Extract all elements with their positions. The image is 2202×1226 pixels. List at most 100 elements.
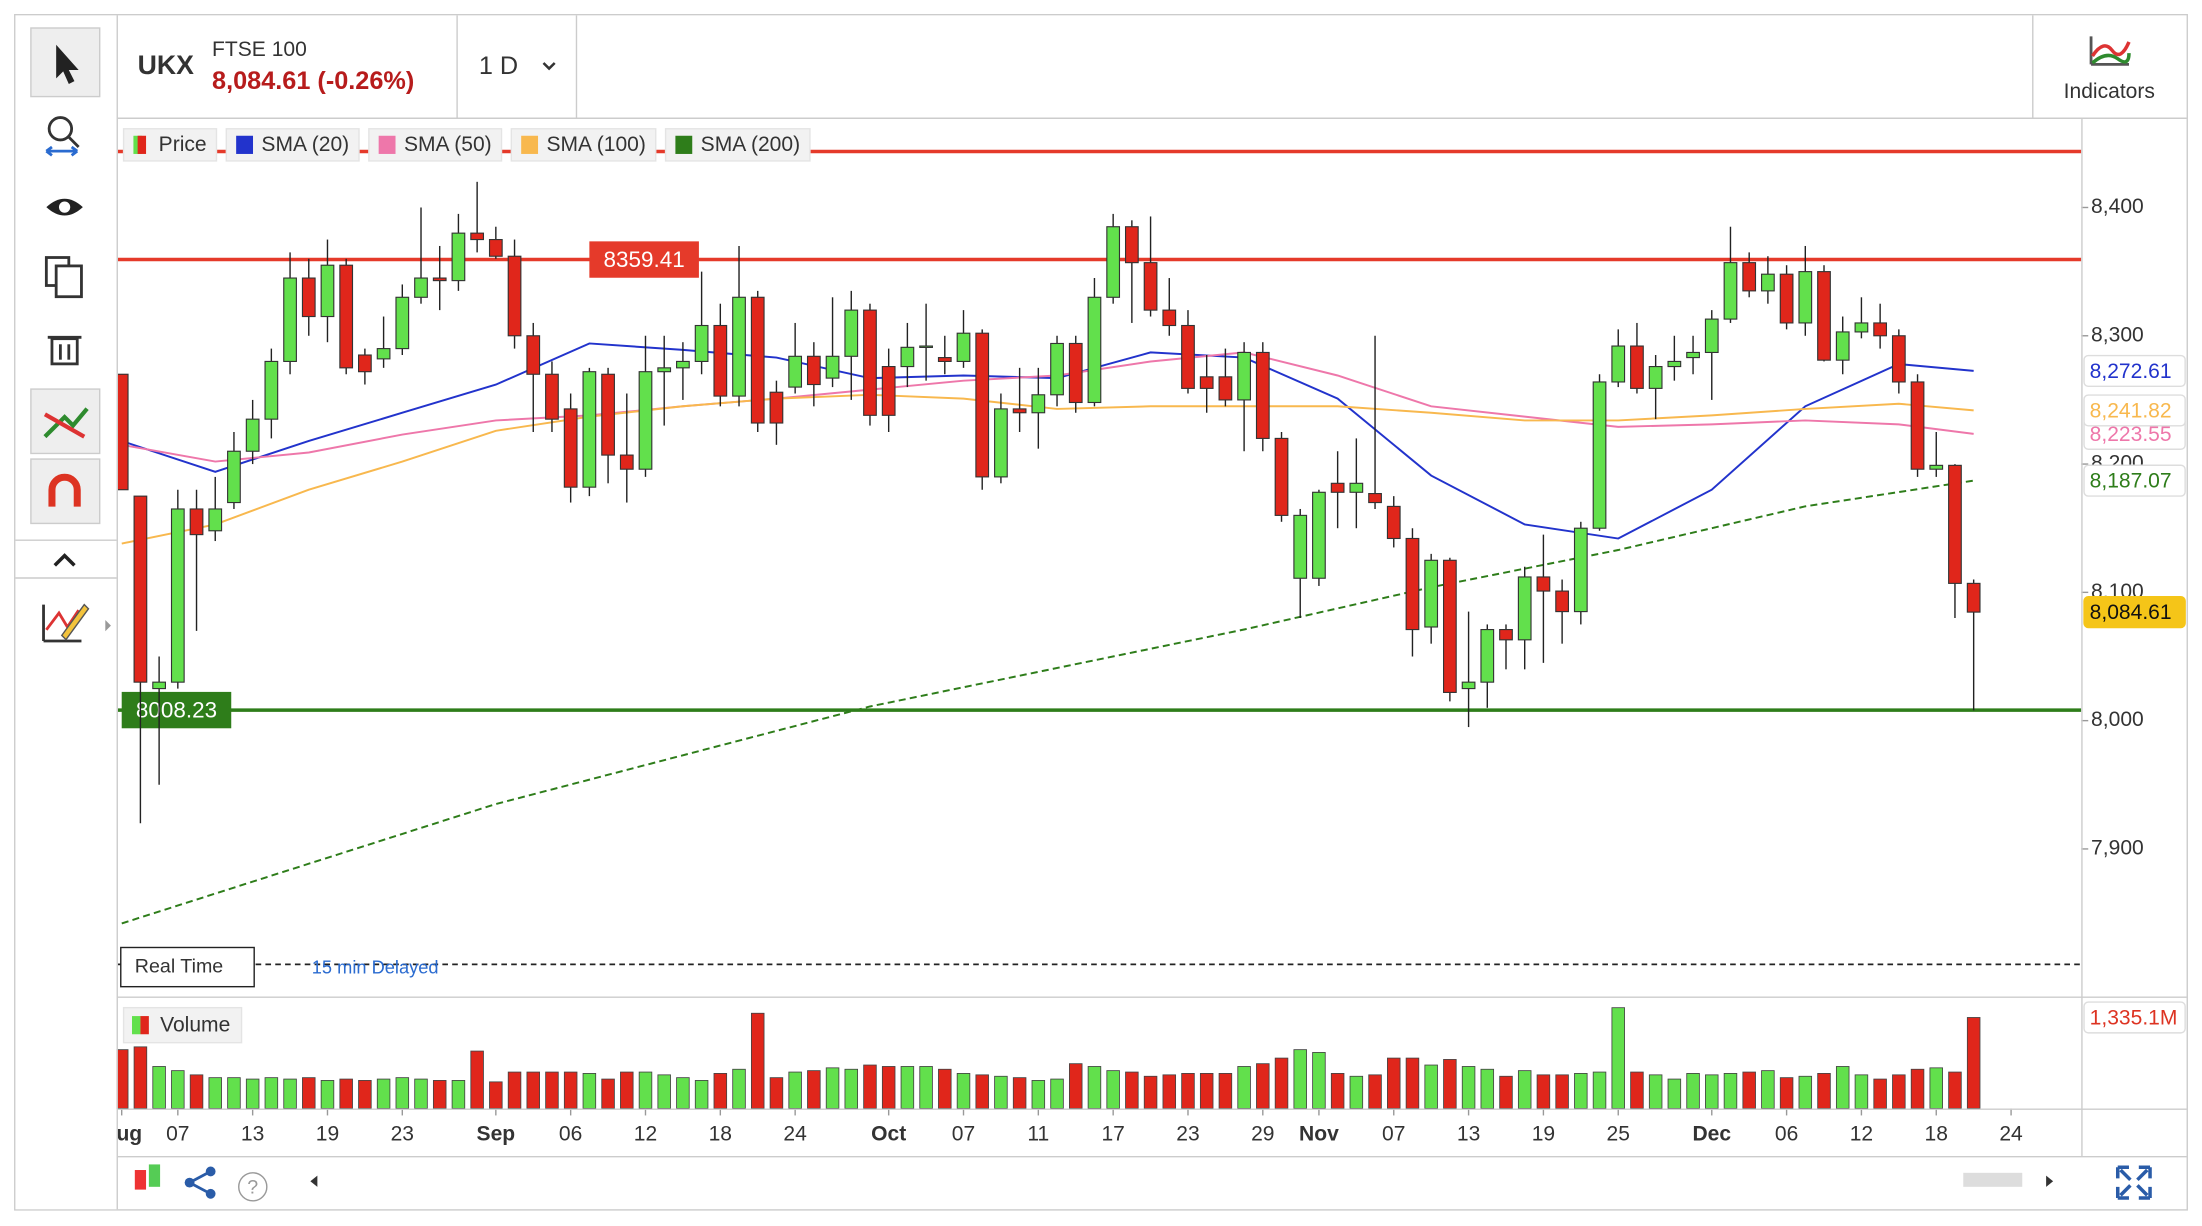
volume-bar <box>938 1068 952 1109</box>
volume-bar <box>975 1074 989 1109</box>
x-tick-label: 24 <box>783 1123 807 1146</box>
scroll-right[interactable] <box>2046 1175 2054 1187</box>
volume-bar <box>339 1078 353 1109</box>
interval-select[interactable]: 1 D <box>479 52 518 80</box>
candle-body <box>1686 351 1700 359</box>
volume-bar <box>1873 1078 1887 1109</box>
volume-bar <box>189 1074 204 1109</box>
volume-bar <box>507 1071 522 1109</box>
volume-bar <box>1611 1007 1625 1109</box>
scroll-left[interactable] <box>310 1175 318 1187</box>
candle-body <box>638 371 653 470</box>
volume-bar <box>844 1068 859 1109</box>
candle-body <box>1592 381 1607 529</box>
visibility-tool[interactable] <box>46 198 83 216</box>
price-tag-bg <box>2083 394 2186 427</box>
candle-body <box>1143 262 1158 311</box>
compare-button[interactable]: ? <box>134 1164 268 1202</box>
volume-bar <box>676 1077 690 1109</box>
candle-body <box>1517 576 1532 641</box>
candle-body <box>1068 342 1083 404</box>
candle-body <box>264 360 279 420</box>
interval-chevron[interactable] <box>542 62 556 71</box>
candle-body <box>1405 537 1420 631</box>
trend-tool[interactable] <box>30 388 101 455</box>
price-tag: 8,084.61 <box>2090 601 2172 624</box>
volume-tag: 1,335.1M <box>2090 1006 2178 1029</box>
candle-body <box>1050 342 1064 396</box>
candle-body <box>732 296 746 397</box>
x-tick-label: 18 <box>1925 1123 1948 1146</box>
volume-bar <box>1592 1071 1607 1109</box>
legend-label[interactable]: SMA (50) <box>404 133 492 156</box>
indicators-button[interactable]: Indicators <box>2064 36 2155 103</box>
legend-label[interactable]: Price <box>159 133 207 156</box>
legend-label[interactable]: SMA (200) <box>701 133 800 156</box>
volume-bar <box>283 1078 297 1109</box>
volume-bar <box>620 1071 634 1109</box>
indicators-label[interactable]: Indicators <box>2064 80 2155 103</box>
volume-bar <box>1050 1078 1064 1109</box>
volume-bar <box>1143 1075 1158 1109</box>
candle-body <box>956 332 971 362</box>
x-tick-label: 23 <box>1176 1123 1199 1146</box>
legend-label[interactable]: Volume <box>160 1013 230 1036</box>
candle-body <box>245 418 260 452</box>
x-tick-label: 11 <box>1027 1123 1049 1146</box>
price-tag: 8,241.82 <box>2090 399 2172 422</box>
scroll-thumb[interactable] <box>1963 1172 2023 1187</box>
copy-tool[interactable] <box>44 256 83 299</box>
volume-bar <box>694 1080 709 1109</box>
x-tick-label: 06 <box>559 1123 582 1146</box>
volume-bar <box>881 1066 896 1109</box>
candle-body <box>320 264 335 318</box>
frame <box>14 13 2188 1211</box>
collapse-toggle[interactable] <box>53 553 76 567</box>
candle-body <box>713 324 728 397</box>
zoom-tool[interactable] <box>45 116 80 157</box>
fullscreen-button[interactable] <box>2115 1165 2152 1200</box>
volume-bar <box>732 1068 746 1109</box>
volume-bar <box>1199 1073 1214 1109</box>
draw-expand[interactable] <box>105 619 111 632</box>
candle-body <box>395 296 410 350</box>
volume-bar <box>1125 1071 1139 1109</box>
volume-bar <box>1218 1073 1233 1109</box>
candle-body <box>1031 394 1046 414</box>
candle-body <box>208 508 223 532</box>
x-tick-label: 24 <box>1999 1123 2023 1146</box>
volume-bar <box>245 1078 260 1109</box>
volume-bar <box>1443 1059 1457 1109</box>
legend-label[interactable]: SMA (20) <box>261 133 349 156</box>
legend-label[interactable]: SMA (100) <box>546 133 645 156</box>
volume-bar <box>1162 1074 1177 1109</box>
candle-body <box>1274 437 1289 516</box>
candle-body <box>1424 559 1439 628</box>
volume-bar <box>1069 1063 1083 1109</box>
volume-bar <box>638 1071 653 1109</box>
volume-bar <box>1929 1067 1943 1109</box>
x-tick-label: Dec <box>1692 1123 1731 1146</box>
line-label-bg <box>589 241 699 278</box>
candle-body <box>1966 582 1981 613</box>
volume-bar <box>358 1080 372 1109</box>
share-button[interactable] <box>184 1166 216 1199</box>
volume-bar <box>1293 1049 1307 1109</box>
volume-bar <box>1387 1057 1401 1109</box>
x-tick-label: 12 <box>634 1123 657 1146</box>
candle-body <box>507 255 522 337</box>
x-tick-label: 17 <box>1101 1123 1124 1146</box>
magnet-tool[interactable] <box>30 458 101 525</box>
volume-bar <box>1798 1075 1813 1109</box>
candle-body <box>1368 493 1382 504</box>
price-tag: 8,187.07 <box>2090 470 2172 493</box>
candle-body <box>1087 296 1102 404</box>
candle-body <box>1779 273 1794 324</box>
volume-bar <box>956 1073 971 1109</box>
candle-body <box>1012 408 1027 414</box>
candle-body <box>1255 351 1270 439</box>
candle-body <box>1704 318 1719 354</box>
draw-tool[interactable] <box>42 603 90 643</box>
delete-tool[interactable] <box>47 335 82 366</box>
